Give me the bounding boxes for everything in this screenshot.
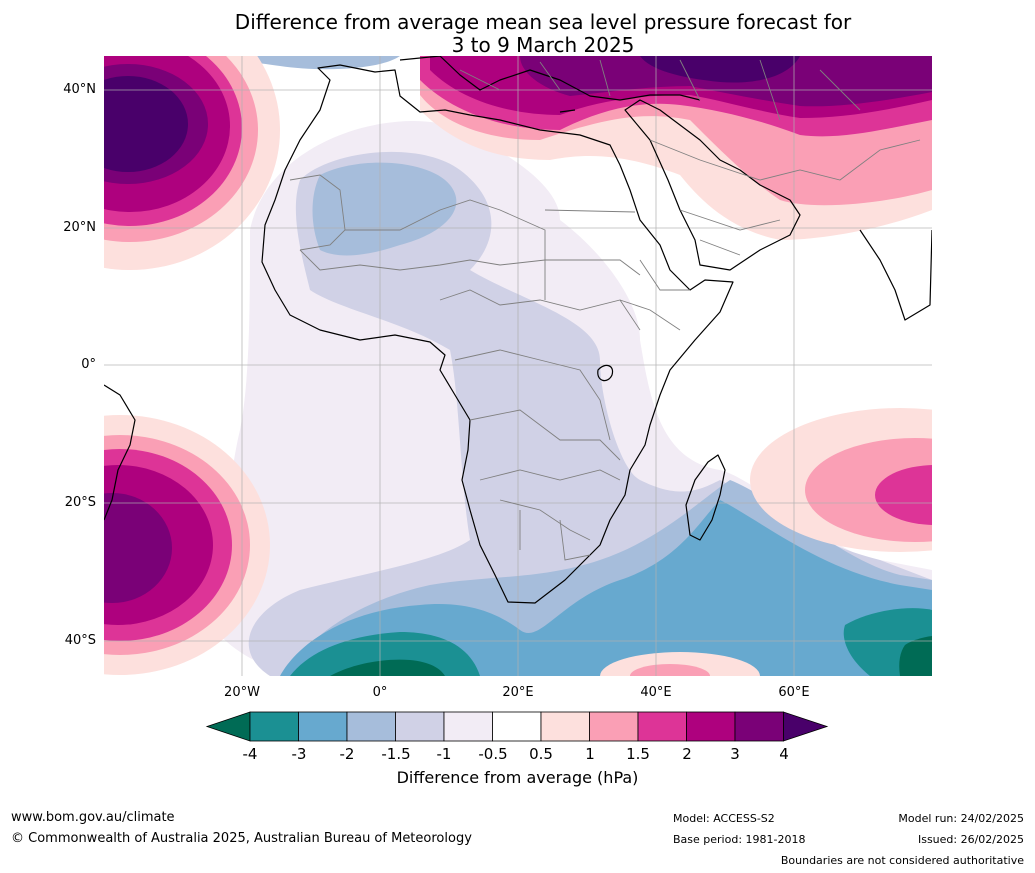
- graticule: [104, 56, 932, 676]
- lon-label-60E: 60°E: [778, 685, 810, 700]
- coastline-mediterranean-islands: [559, 109, 576, 113]
- lat-label-40N: 40°N: [63, 82, 96, 97]
- border-south-1: [479, 469, 621, 481]
- lon-label-20E: 20°E: [502, 685, 534, 700]
- anomaly-high-io-1.5: [875, 465, 932, 525]
- colorbar-segment: [443, 711, 493, 742]
- colorbar-segment: [637, 711, 687, 742]
- lon-label-20W: 20°W: [224, 685, 260, 700]
- colorbar-tick: -4: [242, 745, 258, 763]
- footer-copyright: © Commonwealth of Australia 2025, Austra…: [11, 831, 472, 846]
- colorbar-tick: 2: [682, 745, 692, 763]
- border-horn: [619, 259, 690, 331]
- coastline-south-america: [104, 384, 136, 521]
- border-central-3: [469, 409, 621, 461]
- border-south-3: [519, 510, 591, 561]
- lon-label-0: 0°: [372, 685, 388, 700]
- anomaly-high-south-1: [630, 664, 710, 676]
- colorbar-tick: 1.5: [626, 745, 650, 763]
- colorbar-tick: 3: [730, 745, 740, 763]
- footer-model: Model: ACCESS-S2: [673, 812, 775, 825]
- colorbar-segment: [298, 711, 348, 742]
- border-central-2: [454, 349, 611, 441]
- country-borders: [289, 59, 921, 561]
- lat-label-equator: 0°: [81, 357, 96, 372]
- anomaly-high-na-4: [104, 76, 188, 172]
- border-egypt-sudan: [544, 209, 641, 276]
- colorbar-arrow-high: [783, 711, 829, 742]
- anomaly-high-eu-4: [640, 56, 800, 83]
- colorbar-tick: 4: [779, 745, 789, 763]
- lat-label-20N: 20°N: [63, 220, 96, 235]
- colorbar-tick: 0.5: [529, 745, 553, 763]
- colorbar-segment: [249, 711, 299, 742]
- coastline-africa: [261, 64, 734, 604]
- coastline-india: [859, 229, 932, 321]
- border-middle-east: [649, 139, 921, 181]
- colorbar-tick: -0.5: [478, 745, 508, 763]
- anomaly-region-below-minus-4-se: [899, 636, 932, 676]
- colorbar-tick: -1: [436, 745, 452, 763]
- colorbar-segment: [492, 711, 542, 742]
- pressure-anomaly-field: [104, 56, 932, 676]
- colorbar-segment: [540, 711, 590, 742]
- border-south-2: [499, 499, 591, 541]
- anomaly-high-sa-3: [104, 493, 172, 603]
- anomaly-region-minus-3: [280, 500, 932, 676]
- coastline-europe: [399, 56, 701, 101]
- map-panel: [104, 56, 932, 676]
- footer-url: www.bom.gov.au/climate: [11, 810, 175, 825]
- footer-disclaimer: Boundaries are not considered authoritat…: [780, 854, 1024, 867]
- border-europe: [459, 59, 861, 121]
- colorbar-segment: [589, 711, 639, 742]
- coastline-lake-victoria: [597, 364, 614, 382]
- coastlines: [104, 56, 932, 604]
- map-title-line2: 3 to 9 March 2025: [451, 33, 635, 57]
- anomaly-region-minus-2: [312, 162, 457, 256]
- footer-issued: Issued: 26/02/2025: [917, 833, 1024, 846]
- colorbar-segment: [734, 711, 784, 742]
- anomaly-region-minus-3-n: [230, 56, 400, 70]
- colorbar-tick: -2: [339, 745, 355, 763]
- coastline-madagascar: [685, 454, 726, 541]
- footer-model-run: Model run: 24/02/2025: [898, 812, 1024, 825]
- anomaly-region-minus-4: [290, 632, 480, 676]
- colorbar-segment: [395, 711, 445, 742]
- lat-label-20S: 20°S: [64, 495, 96, 510]
- map-title-line1: Difference from average mean sea level p…: [234, 10, 852, 34]
- colorbar-tick: 1: [585, 745, 595, 763]
- colorbar-tick: -1.5: [381, 745, 411, 763]
- lon-label-40E: 40°E: [640, 685, 672, 700]
- colorbar-tick: -3: [291, 745, 307, 763]
- footer-base-period: Base period: 1981-2018: [673, 833, 806, 846]
- colorbar: [205, 711, 829, 742]
- lat-label-40S: 40°S: [64, 633, 96, 648]
- border-sahara-mid: [345, 199, 546, 300]
- border-arabia: [679, 209, 781, 256]
- colorbar-segment: [346, 711, 396, 742]
- colorbar-arrow-low: [205, 711, 251, 742]
- border-sahara-west: [289, 174, 346, 251]
- colorbar-segment: [686, 711, 736, 742]
- anomaly-region-below-minus-4: [330, 659, 445, 676]
- border-sahel: [299, 249, 546, 271]
- colorbar-title: Difference from average (hPa): [396, 768, 639, 787]
